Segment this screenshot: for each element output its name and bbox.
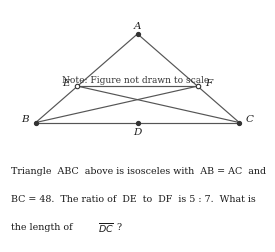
Text: BC = 48.  The ratio of  DE  to  DF  is 5 : 7.  What is: BC = 48. The ratio of DE to DF is 5 : 7.… xyxy=(11,195,256,204)
Text: F: F xyxy=(205,79,212,88)
Text: D: D xyxy=(133,128,142,137)
Text: Note: Figure not drawn to scale.: Note: Figure not drawn to scale. xyxy=(62,76,213,85)
Text: the length of: the length of xyxy=(11,223,76,232)
Text: $\overline{DC}$: $\overline{DC}$ xyxy=(98,221,114,235)
Text: A: A xyxy=(134,22,141,30)
Text: ?: ? xyxy=(114,223,122,232)
Text: C: C xyxy=(246,115,254,124)
Text: Triangle  ABC  above is isosceles with  AB = AC  and: Triangle ABC above is isosceles with AB … xyxy=(11,167,266,176)
Text: B: B xyxy=(21,115,29,124)
Text: E: E xyxy=(62,79,70,88)
